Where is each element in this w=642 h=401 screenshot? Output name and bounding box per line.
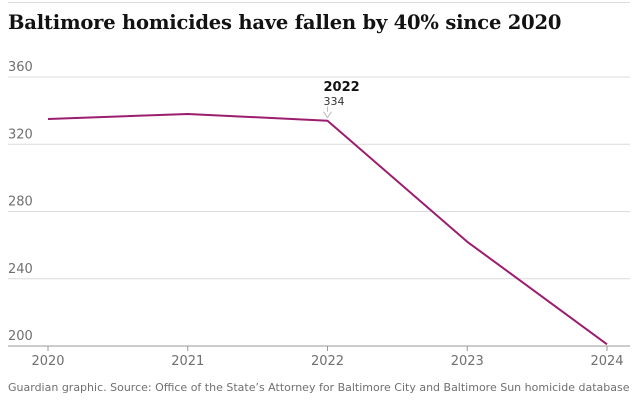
x-tick-label-2024: 2024 <box>590 354 623 369</box>
y-tick-label-280: 280 <box>8 195 33 210</box>
y-tick-label-240: 240 <box>8 262 33 277</box>
y-tick-label-360: 360 <box>8 60 33 75</box>
x-ticks <box>47 346 608 351</box>
gridlines <box>8 76 630 347</box>
annotation-2022: 2022 334 <box>323 80 360 118</box>
annotation-value-label: 334 <box>324 95 345 108</box>
y-tick-labels: 200 240 280 320 360 <box>8 60 33 344</box>
annotation-year-label: 2022 <box>324 80 360 95</box>
y-tick-label-200: 200 <box>8 329 33 344</box>
source-note: Guardian graphic. Source: Office of the … <box>8 381 630 394</box>
annotation-marker <box>323 106 332 118</box>
x-tick-label-2021: 2021 <box>171 354 204 369</box>
y-tick-label-320: 320 <box>8 127 33 142</box>
x-tick-label-2020: 2020 <box>31 354 64 369</box>
x-tick-label-2023: 2023 <box>451 354 484 369</box>
chart-title: Baltimore homicides have fallen by 40% s… <box>8 11 562 34</box>
top-rule <box>8 2 630 3</box>
x-tick-labels: 2020 2021 2022 2023 2024 <box>31 354 623 369</box>
series-line-homicides <box>47 112 608 346</box>
x-tick-label-2022: 2022 <box>311 354 344 369</box>
